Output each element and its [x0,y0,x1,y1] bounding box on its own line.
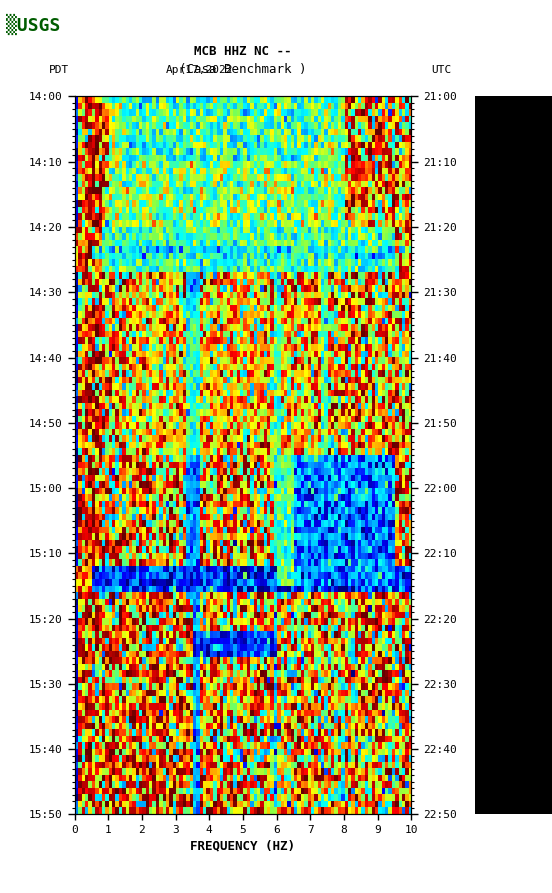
Text: MCB HHZ NC --: MCB HHZ NC -- [194,46,291,58]
Text: PDT: PDT [49,64,69,75]
Text: UTC: UTC [432,64,452,75]
Text: Apr17,2022: Apr17,2022 [166,64,233,75]
X-axis label: FREQUENCY (HZ): FREQUENCY (HZ) [190,839,295,852]
Text: ▒USGS: ▒USGS [6,13,60,35]
Text: (Casa Benchmark ): (Casa Benchmark ) [179,63,306,76]
